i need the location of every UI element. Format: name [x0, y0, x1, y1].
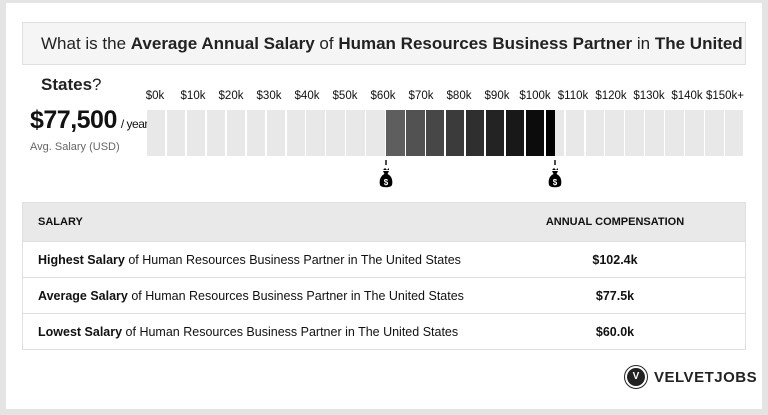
x-tick-label: $70k — [408, 90, 434, 102]
bar-cell — [306, 110, 325, 156]
money-bag-icon: $ — [378, 160, 394, 195]
bar-cell — [585, 110, 604, 156]
x-tick-label: $90k — [484, 90, 510, 102]
money-bag-icon: $ — [547, 160, 563, 195]
bar-fill — [406, 110, 425, 156]
x-tick-label: $30k — [256, 90, 282, 102]
salary-range-bar — [147, 110, 745, 156]
bar-cell — [665, 110, 684, 156]
bar-cell — [565, 110, 585, 156]
svg-text:$: $ — [553, 178, 558, 187]
logo-mark-icon: V — [624, 365, 648, 389]
bar-cell — [366, 110, 385, 156]
velvetjobs-logo[interactable]: V VELVETJOBS — [624, 365, 757, 389]
average-salary-label: Avg. Salary (USD) — [30, 141, 120, 153]
x-tick-label: $110k — [557, 90, 589, 102]
x-tick-label: $40k — [294, 90, 320, 102]
header-salary: SALARY — [38, 216, 83, 228]
table-row: Average Salary of Human Resources Busine… — [23, 277, 745, 313]
bar-cell — [326, 110, 345, 156]
x-tick-label: $130k — [633, 90, 665, 102]
bar-fill — [505, 110, 525, 156]
bar-cell — [725, 110, 744, 156]
bar-cell — [346, 110, 365, 156]
x-tick-label: $120k — [595, 90, 627, 102]
x-tick-label: $150k+ — [705, 90, 745, 102]
bar-cell — [645, 110, 664, 156]
salary-table: SALARY ANNUAL COMPENSATION Highest Salary… — [22, 202, 746, 350]
table-row: Lowest Salary of Human Resources Busines… — [23, 313, 745, 349]
x-tick-label: $10k — [180, 90, 206, 102]
x-tick-label: $20k — [218, 90, 244, 102]
bar-cell — [286, 110, 305, 156]
bar-cell — [246, 110, 266, 156]
bar-fill — [386, 110, 405, 156]
page-title: What is the Average Annual Salary of Hum… — [22, 22, 746, 94]
table-header: SALARY ANNUAL COMPENSATION — [23, 203, 745, 241]
x-tick-label: $80k — [446, 90, 472, 102]
bar-fill — [545, 110, 556, 156]
bar-fill — [525, 110, 545, 156]
table-row: Highest Salary of Human Resources Busine… — [23, 241, 745, 277]
x-tick-label: $60k — [370, 90, 396, 102]
bar-cell — [186, 110, 206, 156]
svg-text:$: $ — [384, 178, 389, 187]
header-compensation: ANNUAL COMPENSATION — [545, 216, 685, 228]
bar-cell — [206, 110, 226, 156]
bar-cell — [705, 110, 724, 156]
bar-fill — [446, 110, 465, 156]
bar-cell — [605, 110, 624, 156]
x-tick-label: $100k — [519, 90, 551, 102]
bar-fill — [426, 110, 445, 156]
x-tick-label: $50k — [332, 90, 358, 102]
bar-cell — [226, 110, 246, 156]
average-salary: $77,500/ year — [30, 106, 148, 134]
bar-fill — [485, 110, 505, 156]
bar-cell — [166, 110, 186, 156]
bar-cell — [266, 110, 286, 156]
bar-cell — [685, 110, 704, 156]
bar-cell — [625, 110, 644, 156]
x-tick-label: $0k — [145, 90, 165, 102]
bar-cell — [147, 110, 166, 156]
x-tick-label: $140k — [671, 90, 703, 102]
bar-fill — [465, 110, 485, 156]
